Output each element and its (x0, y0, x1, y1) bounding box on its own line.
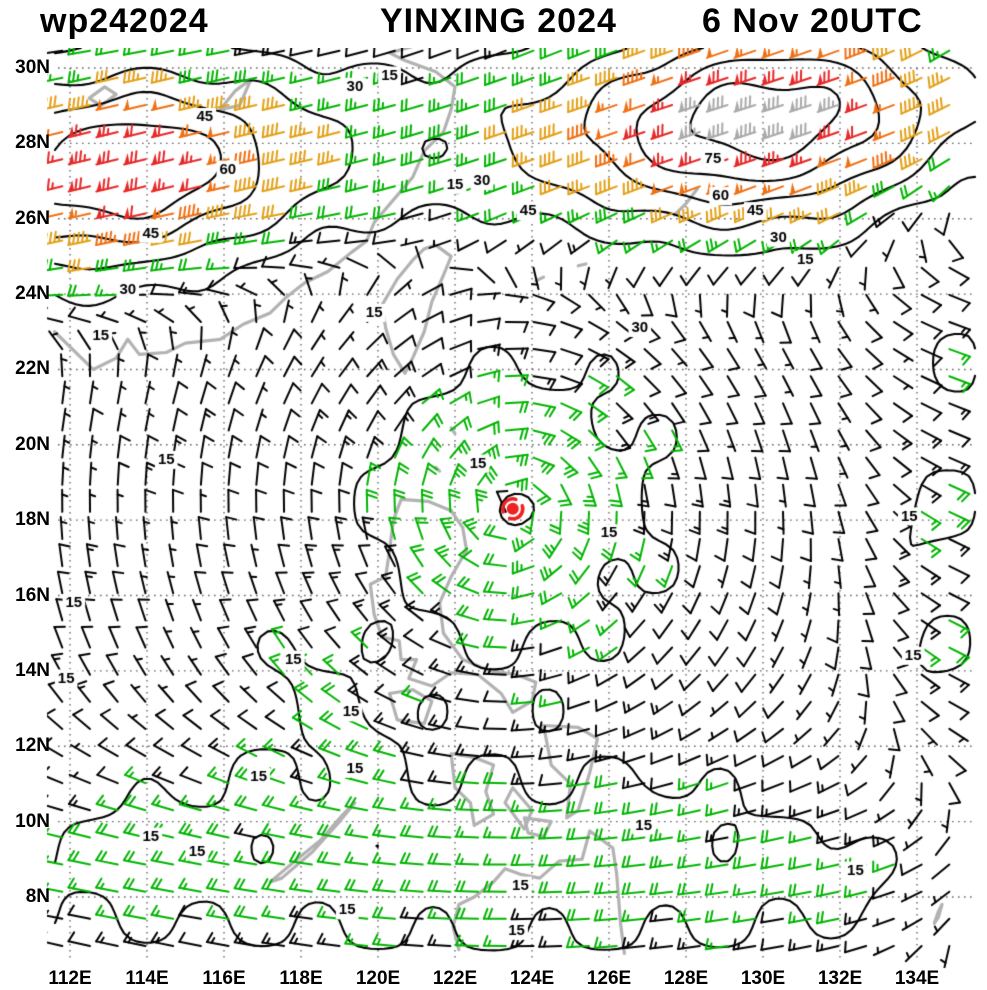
map-area: 30N 28N 26N 24N 22N 20N 18N 16N 14N 12N 10N 8N 112E 1… (0, 48, 987, 989)
y-tick-label: 18N (15, 509, 50, 531)
x-tick-label: 122E (432, 968, 478, 989)
y-tick-label: 10N (15, 810, 50, 832)
y-tick-label: 8N (25, 885, 50, 907)
y-tick-label: 16N (15, 584, 50, 606)
x-tick-label: 132E (817, 968, 863, 989)
x-tick-label: 124E (509, 968, 555, 989)
y-tick-label: 30N (15, 57, 50, 78)
y-tick-label: 24N (15, 283, 50, 305)
valid-time-label: 6 Nov 20UTC (702, 2, 923, 40)
x-tick-label: 120E (355, 968, 401, 989)
x-tick-label: 118E (279, 968, 323, 989)
x-tick-label: 116E (202, 968, 246, 989)
wind-analysis-canvas (0, 48, 987, 989)
y-tick-label: 28N (15, 132, 50, 154)
x-tick-label: 134E (894, 968, 940, 989)
y-tick-label: 12N (15, 735, 50, 757)
y-tick-label: 22N (15, 358, 50, 380)
x-tick-label: 114E (125, 968, 169, 989)
y-tick-label: 14N (15, 659, 50, 681)
x-tick-label: 112E (48, 968, 92, 989)
y-tick-label: 26N (15, 207, 50, 229)
x-tick-label: 126E (586, 968, 632, 989)
x-tick-label: 128E (663, 968, 709, 989)
storm-id-label: wp242024 (40, 2, 209, 40)
y-tick-label: 20N (15, 433, 50, 455)
x-tick-label: 130E (740, 968, 786, 989)
title-bar: wp242024 YINXING 2024 6 Nov 20UTC (0, 0, 987, 48)
storm-name-label: YINXING 2024 (380, 2, 617, 40)
